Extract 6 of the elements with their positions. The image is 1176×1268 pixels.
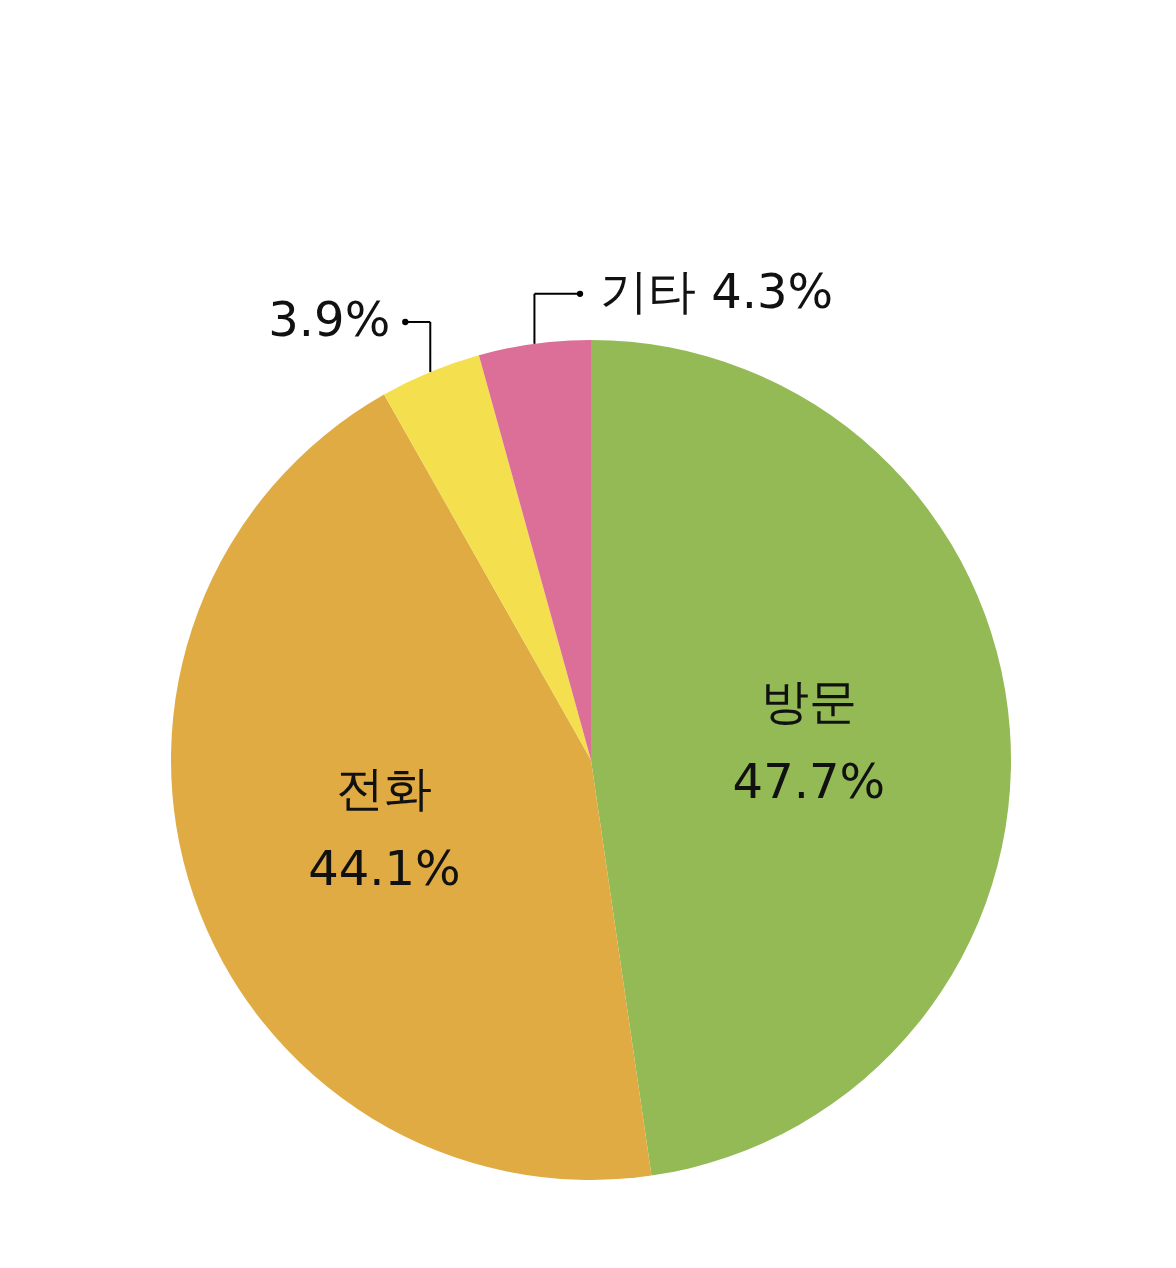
data-label: 44.1%	[308, 839, 461, 896]
slice-label: 전화	[336, 759, 433, 816]
slice-label: 방문	[760, 673, 857, 730]
data-label: 3.9%	[268, 290, 391, 347]
slice-label: 기타 4.3%	[600, 262, 834, 319]
data-label: 47.7%	[732, 753, 886, 810]
